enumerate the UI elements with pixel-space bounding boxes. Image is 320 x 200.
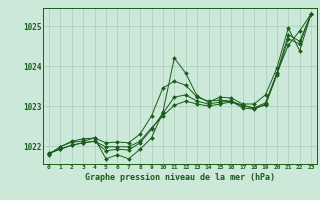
X-axis label: Graphe pression niveau de la mer (hPa): Graphe pression niveau de la mer (hPa) xyxy=(85,173,275,182)
